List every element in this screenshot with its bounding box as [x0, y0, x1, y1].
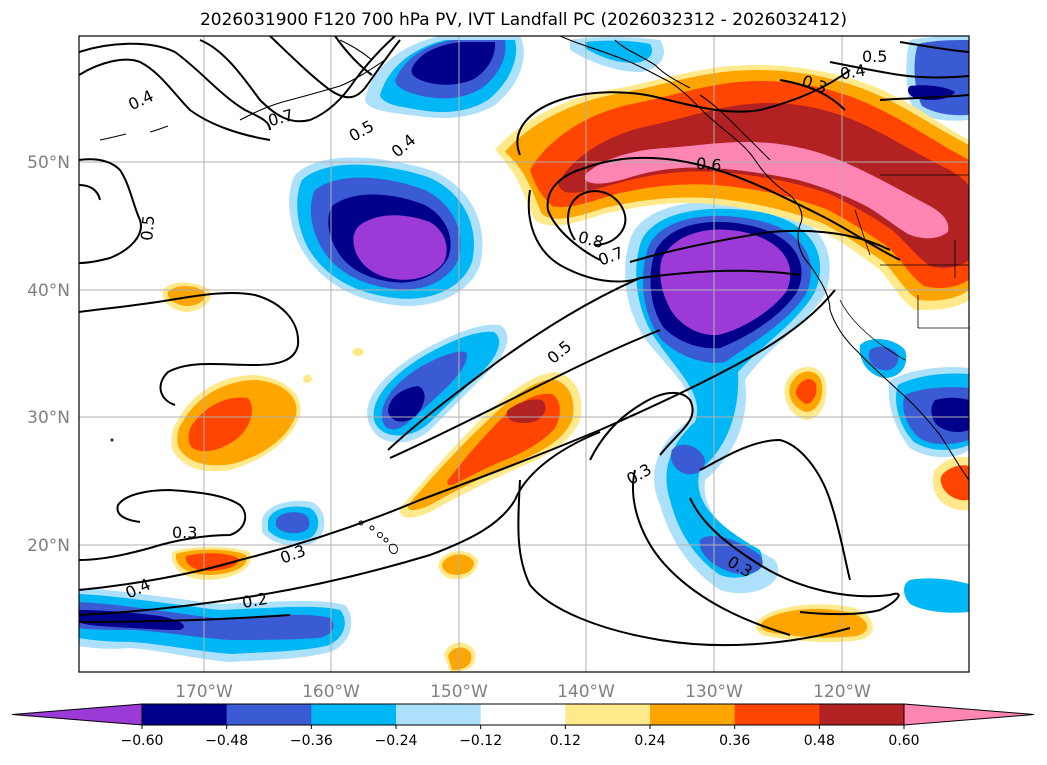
- colorbar: −0.60 −0.48 −0.36 −0.24 −0.12 0.12 0.24 0.36 0.4…: [11, 703, 1035, 749]
- colorbar-swatch: [226, 704, 312, 725]
- map-title: 2026031900 F120 700 hPa PV, IVT Landfall…: [199, 10, 847, 30]
- colorbar-swatch: [565, 704, 651, 725]
- lat-tick-labels: 50°N 40°N 30°N 20°N: [27, 153, 70, 556]
- colorbar-tick-label: −0.36: [290, 733, 333, 749]
- colorbar-swatch: [650, 704, 736, 725]
- lon-tick-labels: 170°W 160°W 150°W 140°W 130°W 120°W: [175, 682, 871, 702]
- north-america-coast: [829, 309, 969, 481]
- negative-anomaly-fields: [79, 36, 969, 662]
- alaska-coast: [559, 36, 831, 311]
- colorbar-swatch: [311, 704, 397, 725]
- lat-tick-label: 40°N: [27, 281, 70, 301]
- lon-tick-label: 120°W: [813, 682, 871, 702]
- lon-tick-label: 130°W: [685, 682, 743, 702]
- lon-tick-label: 150°W: [430, 682, 488, 702]
- contour-label: 0.5: [862, 47, 887, 66]
- lon-tick-label: 140°W: [557, 682, 615, 702]
- lat-tick-label: 20°N: [27, 536, 70, 556]
- colorbar-frame: [141, 703, 905, 726]
- colorbar-swatch: [734, 704, 820, 725]
- colorbar-swatch: [819, 704, 905, 725]
- lon-tick-label: 170°W: [175, 682, 233, 702]
- lat-tick-label: 50°N: [27, 153, 70, 173]
- plot-frame: [78, 35, 970, 673]
- contour-label: 0.5: [137, 214, 158, 241]
- colorbar-arrow-high: [903, 703, 1035, 726]
- colorbar-swatch: [396, 704, 482, 725]
- colorbar-tick-label: −0.24: [375, 733, 418, 749]
- gridlines: [79, 36, 969, 672]
- colorbar-tick-label: −0.60: [121, 733, 164, 749]
- colorbar-tick-label: −0.48: [205, 733, 248, 749]
- colorbar-arrow-low: [11, 703, 143, 726]
- coastlines: [99, 36, 969, 481]
- colorbar-swatch: [142, 704, 228, 725]
- map-plot-area: 0.4 0.7 0.5 0.4 0.5 0.3 0.4 0.5 0.6 0.8 …: [79, 36, 969, 672]
- colorbar-tick-label: 0.24: [634, 733, 665, 749]
- lon-tick-label: 160°W: [302, 682, 360, 702]
- colorbar-swatch: [480, 704, 566, 725]
- hawaiian-islands: [110, 438, 398, 554]
- pv-contours: [79, 36, 969, 647]
- contour-label: 0.4: [839, 60, 867, 83]
- colorbar-tick-label: 0.60: [888, 733, 919, 749]
- lat-tick-label: 30°N: [27, 408, 70, 428]
- colorbar-tick-label: 0.48: [804, 733, 835, 749]
- colorbar-tick-label: 0.12: [550, 733, 581, 749]
- colorbar-tick-label: −0.12: [459, 733, 502, 749]
- contour-label: 0.2: [241, 589, 269, 612]
- contour-label: 0.3: [172, 523, 197, 542]
- colorbar-tick-label: 0.36: [719, 733, 750, 749]
- contour-label: 0.6: [695, 154, 722, 175]
